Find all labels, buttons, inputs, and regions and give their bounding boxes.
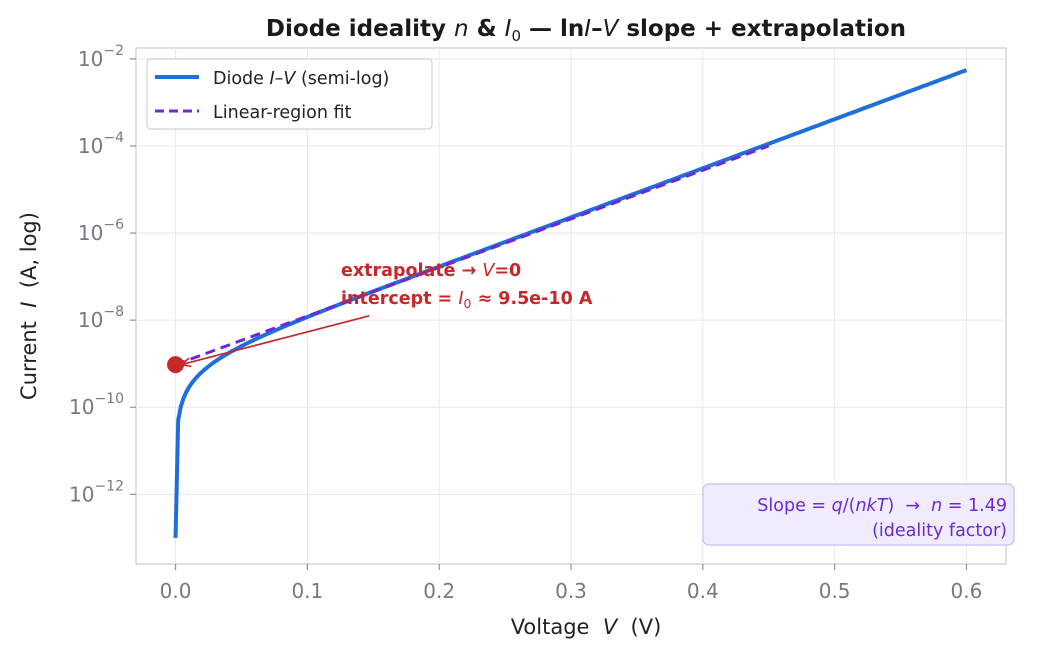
x-axis-label: Voltage V (V)	[511, 615, 662, 639]
y-tick-label: 10−4	[78, 130, 124, 158]
x-tick-label: 0.6	[951, 579, 983, 603]
x-tick-label: 0.2	[423, 579, 455, 603]
annotation-text: extrapolate → V=0	[341, 261, 521, 281]
annotation-arrow-shaft	[181, 315, 370, 366]
annotation-intercept-text: intercept = I0 ≈ 9.5e-10 A	[341, 289, 593, 311]
y-tick-label: 10−8	[78, 304, 124, 332]
y-tick-label: 10−2	[78, 43, 124, 71]
x-tick-label: 0.5	[819, 579, 851, 603]
y-tick-label: 10−6	[78, 217, 124, 245]
x-tick-label: 0.1	[291, 579, 323, 603]
annotation-arrow-head	[179, 357, 192, 368]
x-axis-ticks: 0.0 0.1 0.2 0.3 0.4 0.5 0.6	[160, 564, 983, 603]
chart-title: Diode ideality n & I0 — lnI–V slope + ex…	[266, 16, 906, 45]
legend-label-diode: Diode I–V (semi-log)	[213, 69, 389, 89]
x-tick-label: 0.0	[160, 579, 192, 603]
slope-subtext: (ideality factor)	[872, 521, 1007, 541]
series-group	[167, 68, 968, 538]
y-tick-label: 10−10	[69, 391, 124, 419]
y-axis-label: Current I (A, log)	[17, 212, 41, 400]
slope-text: Slope = q/(nkT) → n = 1.49	[757, 496, 1007, 516]
annotation-arrow	[179, 315, 370, 368]
y-axis-ticks: 10−2 10−4 10−6 10−8 10−10 10−12	[69, 43, 136, 506]
slope-box	[702, 483, 1015, 546]
y-tick-label: 10−12	[69, 478, 124, 506]
intercept-marker	[167, 356, 185, 374]
x-tick-label: 0.4	[687, 579, 719, 603]
x-tick-label: 0.3	[555, 579, 587, 603]
series-line-fit	[175, 144, 770, 367]
legend-label-fit: Linear-region fit	[213, 103, 352, 123]
legend-box	[146, 58, 433, 130]
